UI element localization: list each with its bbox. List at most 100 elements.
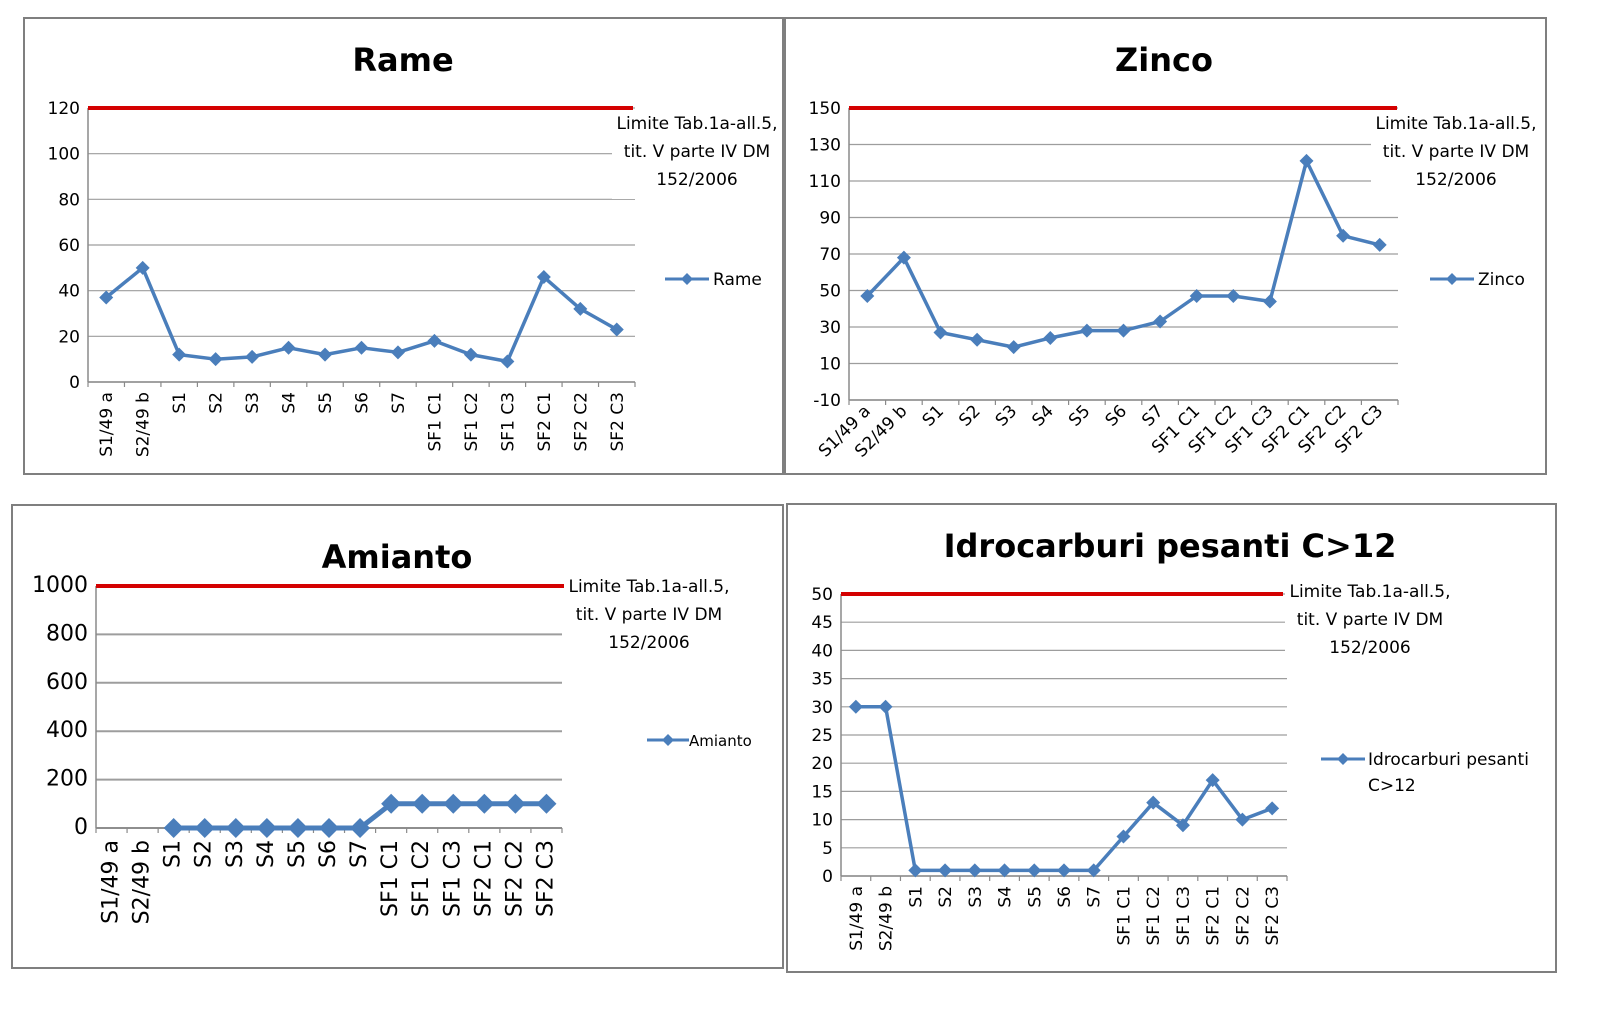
data-point: [245, 349, 260, 364]
data-point: [99, 290, 114, 305]
x-tick-label: S2/49 b: [130, 840, 155, 924]
x-tick-label: S1/49 a: [97, 392, 117, 457]
legend-marker: [662, 734, 674, 746]
limit-note-bg: [1371, 111, 1541, 199]
y-tick-label: 0: [69, 373, 80, 393]
data-point: [573, 301, 588, 316]
limit-note-line: Limite Tab.1a-all.5,: [568, 577, 729, 597]
x-tick-label: SF2 C2: [571, 392, 591, 451]
y-tick-label: -10: [813, 391, 841, 411]
data-point: [896, 250, 911, 265]
x-tick-label: S6: [316, 840, 341, 868]
x-tick-label: S2: [936, 886, 956, 908]
x-tick-label: S1: [919, 401, 948, 430]
chart-title: Amianto: [322, 538, 473, 576]
y-tick-label: 400: [46, 718, 88, 743]
data-point: [474, 793, 495, 814]
x-tick-label: S2: [192, 840, 217, 868]
data-point: [287, 818, 308, 838]
y-tick-label: 40: [811, 641, 833, 661]
x-tick-label: S2/49 b: [134, 392, 154, 457]
data-point: [194, 818, 215, 838]
y-tick-label: 600: [46, 670, 88, 695]
chart-panel-zinco: Zinco -10 10 30 50 70 90 110 130 150 S1/49 a S2/49 …: [784, 17, 1547, 475]
x-tick-label: S5: [316, 392, 336, 414]
y-tick-label: 0: [822, 867, 833, 887]
legend-label: Amianto: [689, 732, 752, 750]
x-tick-label: SF1 C3: [498, 392, 518, 451]
y-tick-label: 70: [819, 245, 841, 265]
y-tick-label: 80: [58, 190, 80, 210]
limit-note-bg: [612, 111, 782, 199]
y-tick-label: 40: [58, 282, 80, 302]
x-tick-label: S1: [161, 840, 186, 868]
x-tick-label: S3: [992, 401, 1021, 430]
chart-svg: Rame 0 20 40 60 80 100 120 S1/49 a S2/49 b S1 S2 S3 S…: [48, 41, 782, 457]
x-tick-label: S4: [1028, 401, 1057, 430]
data-point: [967, 863, 982, 878]
data-point: [1146, 795, 1161, 810]
y-tick-label: 30: [811, 698, 833, 718]
data-point: [970, 332, 985, 347]
data-point: [1027, 863, 1042, 878]
x-tick-label: SF1 C1: [1114, 886, 1134, 945]
data-point: [256, 818, 277, 838]
data-point: [319, 818, 339, 838]
x-tick-label: S7: [1138, 401, 1167, 430]
data-point: [463, 347, 478, 362]
y-tick-label: 25: [811, 726, 833, 746]
data-point: [1086, 863, 1101, 878]
x-tick-label: S5: [1065, 401, 1094, 430]
x-tick-label: S1/49 a: [847, 886, 867, 951]
data-point: [500, 354, 515, 369]
data-point: [536, 793, 557, 814]
x-tick-label: SF1 C2: [409, 840, 434, 917]
y-tick-label: 45: [811, 613, 833, 633]
y-tick-label: 150: [809, 99, 841, 119]
x-tick-label: S7: [389, 392, 409, 414]
y-tick-label: 1000: [32, 573, 88, 598]
limit-note-bg: [564, 574, 734, 662]
x-tick-label: S3: [243, 392, 263, 414]
legend-marker: [1337, 753, 1349, 765]
chart-panel-idrocarburi: Idrocarburi pesanti C>12 0 5 10 15 20 25 30 35 40…: [786, 503, 1557, 973]
y-tick-label: 200: [46, 767, 88, 792]
limit-note-line: tit. V parte IV DM: [576, 605, 722, 625]
x-tick-label: S4: [280, 392, 300, 414]
x-tick-label: S1: [170, 392, 190, 414]
limit-note-line: tit. V parte IV DM: [1383, 142, 1529, 162]
x-tick-label: S5: [1025, 886, 1045, 908]
data-point: [1235, 812, 1250, 827]
data-point: [354, 340, 369, 355]
limit-note-line: Limite Tab.1a-all.5,: [1289, 582, 1450, 602]
data-point: [1175, 818, 1190, 833]
data-point: [318, 347, 333, 362]
data-point: [1153, 314, 1168, 329]
limit-note-line: Limite Tab.1a-all.5,: [1375, 114, 1536, 134]
limit-note-bg: [1285, 579, 1455, 667]
y-tick-label: 15: [811, 782, 833, 802]
x-tick-label: S5: [285, 840, 310, 868]
y-tick-label: 20: [811, 754, 833, 774]
y-tick-label: 130: [809, 136, 841, 156]
x-tick-label: SF2 C1: [1204, 886, 1224, 945]
data-point: [997, 863, 1012, 878]
legend-label: Zinco: [1478, 270, 1525, 290]
data-point: [1189, 288, 1204, 303]
data-point: [1116, 829, 1131, 844]
y-tick-label: 30: [819, 318, 841, 338]
y-tick-label: 60: [58, 236, 80, 256]
data-point: [1336, 228, 1351, 243]
limit-note-line: 152/2006: [1415, 170, 1496, 190]
x-tick-label: SF1 C1: [425, 392, 445, 451]
data-point: [163, 818, 184, 838]
data-point: [1043, 330, 1058, 345]
data-point: [933, 325, 948, 340]
x-tick-label: S7: [1085, 886, 1105, 908]
y-tick-label: 100: [48, 145, 80, 165]
data-point: [536, 269, 551, 284]
x-tick-label: S4: [254, 840, 279, 868]
y-tick-label: 35: [811, 670, 833, 690]
data-point: [609, 322, 624, 337]
